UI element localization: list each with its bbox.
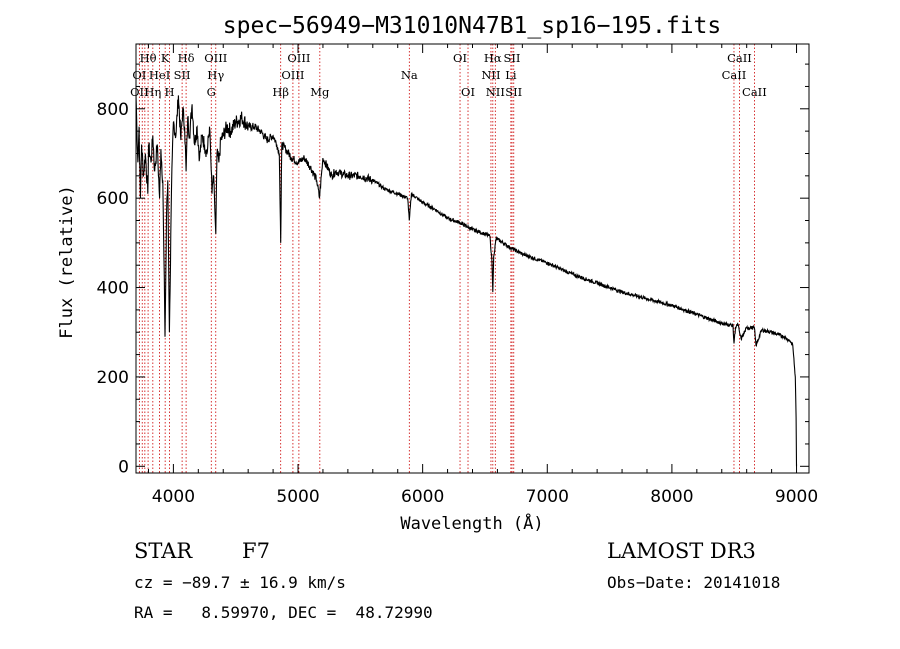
line-label-oiii: OIII: [287, 51, 310, 65]
line-label-g: G: [207, 85, 216, 99]
line-label-sii: SII: [504, 51, 521, 65]
line-label-hα: Hα: [484, 51, 502, 65]
sky-coordinates: RA = 8.59970, DEC = 48.72990: [134, 603, 433, 622]
line-label-k: K: [161, 51, 170, 65]
line-label-oiii: OIII: [204, 51, 227, 65]
x-axis: 4000 5000 6000 7000 8000 9000: [147, 44, 818, 507]
line-label-oiii: OIII: [281, 68, 304, 82]
line-label-hei: HeI: [149, 68, 170, 82]
x-tick-label: 5000: [276, 487, 319, 507]
line-label-oi: OI: [453, 51, 467, 65]
y-tick-label: 200: [97, 368, 129, 388]
line-label-li: Li: [505, 68, 517, 82]
x-tick-label: 4000: [152, 487, 195, 507]
redshift-velocity: cz = −89.7 ± 16.9 km/s: [134, 573, 346, 592]
line-label-oi: OI: [132, 68, 146, 82]
line-label-oi: OI: [461, 85, 475, 99]
line-label-hθ: Hθ: [140, 51, 157, 65]
x-tick-label: 8000: [650, 487, 693, 507]
line-label-nii: NII: [481, 68, 500, 82]
x-tick-label: 6000: [401, 487, 444, 507]
y-tick-label: 400: [97, 279, 129, 299]
line-label-caii: CaII: [742, 85, 767, 99]
object-class: STAR: [134, 539, 193, 563]
line-label-oii: OII: [130, 85, 149, 99]
survey-name: LAMOST DR3: [607, 539, 756, 563]
line-label-hγ: Hγ: [207, 68, 224, 82]
x-tick-label: 9000: [775, 487, 818, 507]
chart-title: spec−56949−M31010N47B1_sp16−195.fits: [223, 13, 722, 39]
line-label-hδ: Hδ: [178, 51, 195, 65]
y-axis: 0 200 400 600 800: [97, 63, 809, 477]
observation-date: Obs−Date: 20141018: [607, 573, 781, 592]
y-tick-label: 0: [118, 457, 129, 477]
y-tick-label: 600: [97, 189, 129, 209]
spectrum-line: [135, 95, 798, 467]
emission-line-markers: [138, 44, 755, 473]
line-label-hβ: Hβ: [272, 85, 289, 99]
line-label-mg: Mg: [310, 85, 330, 99]
line-label-caii: CaII: [722, 68, 747, 82]
line-label-hη: Hη: [144, 85, 161, 99]
plot-frame: [135, 43, 810, 474]
line-label-caii: CaII: [727, 51, 752, 65]
y-axis-label: Flux (relative): [57, 185, 77, 339]
line-label-sii: SII: [505, 85, 522, 99]
line-label-nii: NII: [486, 85, 505, 99]
line-label-sii: SII: [174, 68, 191, 82]
line-label-h: H: [165, 85, 175, 99]
x-axis-label: Wavelength (Å): [400, 512, 543, 534]
x-tick-label: 7000: [526, 487, 569, 507]
y-tick-label: 800: [97, 100, 129, 120]
spectral-subclass: F7: [242, 539, 270, 563]
line-label-na: Na: [401, 68, 418, 82]
